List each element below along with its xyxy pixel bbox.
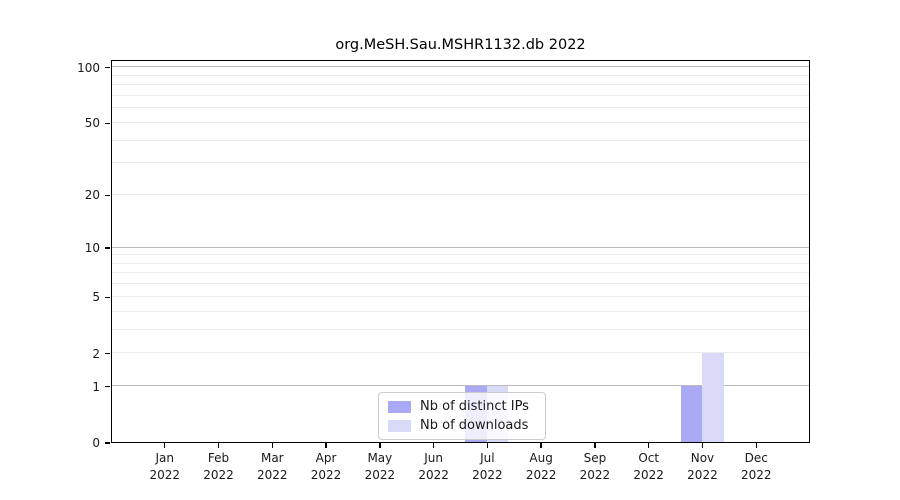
y-axis-tick-label: 5	[92, 290, 100, 305]
y-axis-tick-mark	[105, 66, 110, 69]
x-tick-month: Aug	[529, 451, 553, 465]
grid-line-minor	[112, 352, 809, 354]
x-tick-year: 2022	[257, 468, 288, 482]
x-tick-month: Sep	[583, 451, 607, 465]
y-axis-tick-label: 1	[92, 379, 100, 394]
x-tick-year: 2022	[687, 468, 718, 482]
legend-item-distinct-ips: Nb of distinct IPs	[388, 399, 536, 414]
y-axis-tick-label: 2	[92, 346, 100, 361]
x-axis-tick-mark	[647, 443, 650, 448]
grid-line-minor	[112, 121, 809, 123]
x-axis-tick-label: Mar 2022	[240, 450, 304, 484]
y-axis-tick-mark	[105, 352, 110, 355]
x-tick-month: Mar	[260, 451, 284, 465]
x-tick-year: 2022	[203, 468, 234, 482]
x-axis-tick-label: Feb 2022	[187, 450, 251, 484]
y-axis-tick-mark	[105, 194, 110, 197]
x-axis-tick-mark	[217, 443, 220, 448]
grid-line-major	[112, 385, 809, 387]
legend-swatch-distinct-ips-icon	[388, 400, 411, 413]
x-axis-tick-mark	[164, 443, 166, 448]
grid-line-major	[112, 66, 809, 68]
bar-downloads	[702, 352, 724, 442]
plot-area	[111, 60, 810, 443]
x-axis-tick-mark	[755, 443, 757, 448]
y-axis-tick-label: 100	[77, 60, 100, 75]
y-axis-tick-label: 50	[84, 116, 100, 131]
y-axis-tick-label: 10	[84, 240, 100, 255]
x-axis-tick-label: Jul 2022	[455, 450, 519, 484]
grid-line-minor	[112, 139, 809, 141]
x-tick-year: 2022	[418, 468, 449, 482]
x-tick-month: Jun	[424, 451, 443, 465]
grid-line-minor	[112, 262, 809, 264]
x-tick-year: 2022	[525, 468, 557, 482]
x-tick-month: Apr	[315, 451, 337, 465]
grid-line-minor	[112, 94, 809, 96]
x-tick-month: Nov	[690, 451, 715, 465]
x-tick-year: 2022	[740, 468, 772, 482]
grid-line-major	[112, 246, 809, 248]
x-tick-year: 2022	[579, 468, 611, 482]
x-tick-year: 2022	[364, 468, 396, 482]
grid-line-minor	[112, 310, 809, 312]
grid-line-minor	[112, 272, 809, 274]
x-axis-tick-label: Oct 2022	[617, 450, 681, 484]
legend-swatch-downloads-icon	[388, 419, 411, 432]
grid-line-minor	[112, 328, 809, 330]
legend-label-distinct-ips: Nb of distinct IPs	[420, 399, 529, 414]
x-tick-month: Jul	[480, 451, 495, 465]
legend: Nb of distinct IPs Nb of downloads	[378, 392, 546, 440]
x-tick-month: Jan	[155, 451, 175, 465]
x-tick-year: 2022	[633, 468, 664, 482]
x-axis-tick-mark	[379, 443, 381, 448]
chart-title: org.MeSH.Sau.MSHR1132.db 2022	[335, 37, 586, 53]
grid-line-minor	[112, 74, 809, 76]
y-axis-tick-mark	[105, 247, 110, 249]
bar-distinct-ips	[680, 385, 703, 442]
y-axis-tick-label: 0	[92, 436, 100, 450]
x-tick-month: Dec	[744, 451, 768, 465]
grid-line-minor	[112, 254, 809, 256]
y-axis-tick-mark	[105, 442, 110, 444]
x-axis-tick-mark	[432, 443, 435, 448]
grid-line-minor	[112, 162, 809, 164]
x-axis-tick-label: Aug 2022	[509, 450, 573, 484]
y-axis-tick-mark	[105, 296, 110, 298]
x-axis-tick-label: Apr 2022	[294, 450, 358, 484]
x-tick-month: May	[367, 451, 393, 465]
x-tick-year: 2022	[149, 468, 181, 482]
legend-label-downloads: Nb of downloads	[420, 418, 529, 433]
x-axis-tick-mark	[594, 443, 596, 448]
x-tick-month: Feb	[207, 451, 230, 465]
grid-line-minor	[112, 84, 809, 86]
grid-line-minor	[112, 193, 809, 195]
x-axis-tick-label: Sep 2022	[563, 450, 627, 484]
x-axis-tick-mark	[486, 443, 489, 448]
x-axis-tick-label: Dec 2022	[724, 450, 788, 484]
grid-line-minor	[112, 295, 809, 297]
legend-item-downloads: Nb of downloads	[388, 418, 536, 433]
x-tick-year: 2022	[310, 468, 342, 482]
x-axis-tick-label: Jan 2022	[133, 450, 197, 484]
x-axis-tick-mark	[701, 443, 704, 448]
x-axis-tick-label: May 2022	[348, 450, 412, 484]
grid-line-minor	[112, 107, 809, 109]
x-axis-tick-mark	[325, 443, 327, 448]
x-axis-tick-mark	[271, 443, 273, 448]
x-axis-tick-mark	[540, 443, 542, 448]
y-axis-tick-mark	[105, 122, 110, 124]
x-axis-tick-label: Nov 2022	[670, 450, 734, 484]
x-tick-year: 2022	[472, 468, 503, 482]
x-tick-month: Oct	[638, 451, 660, 465]
x-axis-tick-label: Jun 2022	[402, 450, 466, 484]
grid-line-minor	[112, 283, 809, 285]
y-axis-tick-label: 20	[84, 188, 100, 203]
y-axis-tick-mark	[105, 385, 110, 388]
